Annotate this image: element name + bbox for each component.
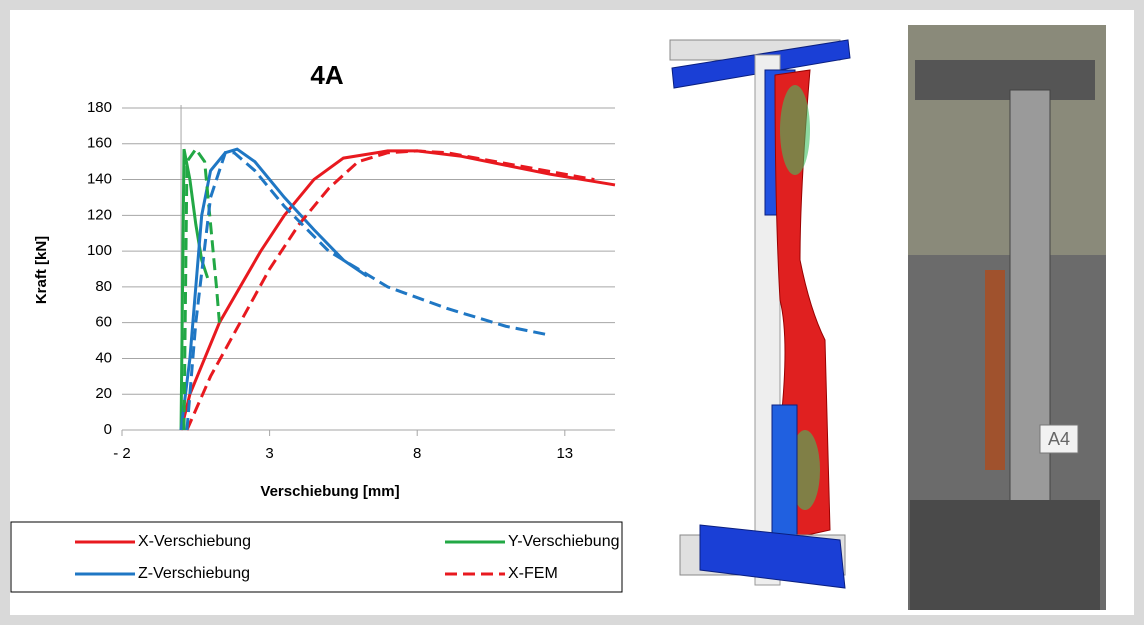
y-axis-label: Kraft [kN] bbox=[33, 236, 50, 304]
legend-label: X-Verschiebung bbox=[138, 533, 251, 550]
legend-label: Y-Verschiebung bbox=[508, 533, 620, 550]
y-tick-label: 60 bbox=[95, 314, 112, 331]
chart-title: 4A bbox=[310, 60, 343, 90]
series-line bbox=[187, 151, 594, 430]
x-axis-label: Verschiebung [mm] bbox=[260, 483, 399, 500]
series-line bbox=[187, 153, 550, 430]
chart: 4A Verschiebung [mm] Kraft [kN] A4 0 20 40… bbox=[10, 10, 1134, 615]
x-tick-label: 8 bbox=[413, 445, 421, 462]
y-tick-label: 180 bbox=[87, 99, 112, 116]
y-tick-label: 0 bbox=[104, 421, 112, 438]
photo-label: A4 bbox=[1048, 429, 1070, 449]
y-tick-label: 160 bbox=[87, 135, 112, 152]
y-tick-label: 100 bbox=[87, 242, 112, 259]
legend-label: X-FEM bbox=[508, 565, 558, 582]
x-tick-label: 3 bbox=[265, 445, 273, 462]
y-tick-label: 40 bbox=[95, 349, 112, 366]
y-tick-label: 120 bbox=[87, 206, 112, 223]
fem-image bbox=[670, 40, 850, 588]
y-tick-label: 140 bbox=[87, 171, 112, 188]
page: {"chart_data":{"type":"line","title":"4A… bbox=[0, 0, 1144, 625]
legend-label: Z-Verschiebung bbox=[138, 565, 250, 582]
y-tick-label: 20 bbox=[95, 385, 112, 402]
x-tick-label: 13 bbox=[556, 445, 573, 462]
x-tick-label: - 2 bbox=[113, 445, 131, 462]
panel: 4A Verschiebung [mm] Kraft [kN] A4 0 20 40… bbox=[10, 10, 1134, 615]
photo: A4 bbox=[908, 25, 1106, 610]
y-tick-label: 80 bbox=[95, 278, 112, 295]
